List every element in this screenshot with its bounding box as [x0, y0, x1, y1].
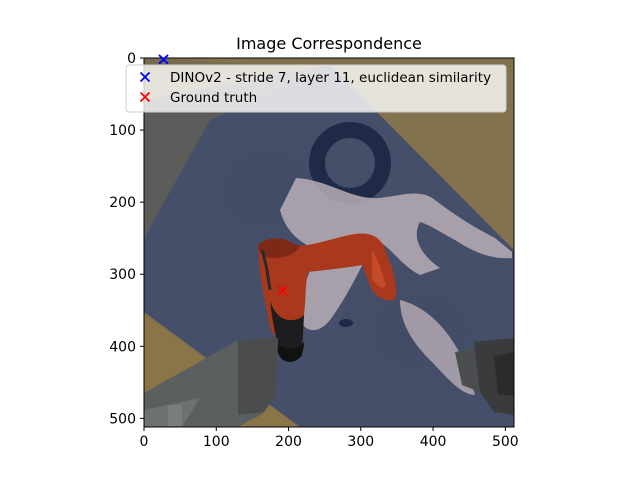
x-tick-label: 200 — [275, 434, 302, 450]
y-tick-label: 500 — [109, 411, 136, 427]
y-tick-label: 0 — [127, 51, 136, 67]
y-tick-label: 200 — [109, 195, 136, 211]
legend-marker-0 — [139, 71, 151, 83]
x-tick-label: 300 — [347, 434, 374, 450]
x-tick-label: 100 — [203, 434, 230, 450]
y-tick-label: 100 — [109, 123, 136, 139]
x-tick-label: 400 — [420, 434, 447, 450]
x-tick-label: 500 — [492, 434, 519, 450]
x-tick-label: 0 — [140, 434, 149, 450]
y-tick-label: 400 — [109, 339, 136, 355]
legend-marker-1 — [139, 91, 151, 103]
legend-label-1: Ground truth — [170, 90, 257, 106]
background-image — [144, 58, 514, 427]
ground-truth-marker — [277, 285, 288, 296]
legend: DINOv2 - stride 7, layer 11, euclidean s… — [125, 64, 507, 113]
prediction-marker — [158, 54, 169, 65]
y-tick-label: 300 — [109, 267, 136, 283]
plot-frame — [143, 57, 515, 428]
legend-label-0: DINOv2 - stride 7, layer 11, euclidean s… — [170, 70, 491, 86]
chart-title: Image Correspondence — [236, 34, 422, 53]
data-markers — [158, 54, 288, 296]
legend-box — [125, 64, 507, 113]
